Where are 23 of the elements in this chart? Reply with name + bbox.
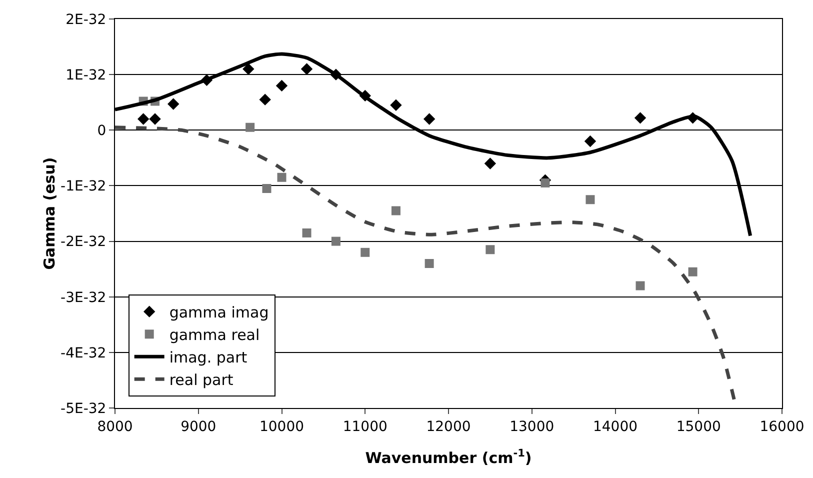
x-tick-label: 16000: [760, 418, 804, 435]
legend-label: gamma real: [169, 326, 260, 344]
y-tick-label: -1E-32: [60, 178, 106, 195]
x-tick-label: 9000: [180, 418, 216, 435]
y-tick-label: 1E-32: [66, 67, 106, 84]
x-tick-label: 15000: [676, 418, 721, 435]
legend-label: gamma imag: [169, 303, 269, 322]
y-tick-label: 2E-32: [66, 12, 106, 28]
legend-label: real part: [169, 370, 234, 389]
x-tick-label: 8000: [97, 418, 133, 435]
x-axis-title: Wavenumber (cm$^{-1}$): [365, 448, 532, 467]
x-tick-label: 13000: [510, 418, 554, 435]
x-tick-label: 11000: [342, 418, 388, 435]
y-axis-title: Gamma (esu): [40, 157, 59, 270]
y-tick-label: -4E-32: [60, 345, 106, 362]
x-tick-label: 12000: [426, 418, 471, 435]
y-tick-label: 0: [97, 123, 106, 140]
x-tick-label: 10000: [259, 418, 304, 435]
y-tick-label: -5E-32: [60, 400, 106, 417]
y-tick-label: -2E-32: [60, 234, 106, 250]
legend-label: imag. part: [169, 348, 248, 366]
y-tick-label: -3E-32: [60, 290, 106, 306]
x-tick-label: 14000: [592, 418, 638, 435]
